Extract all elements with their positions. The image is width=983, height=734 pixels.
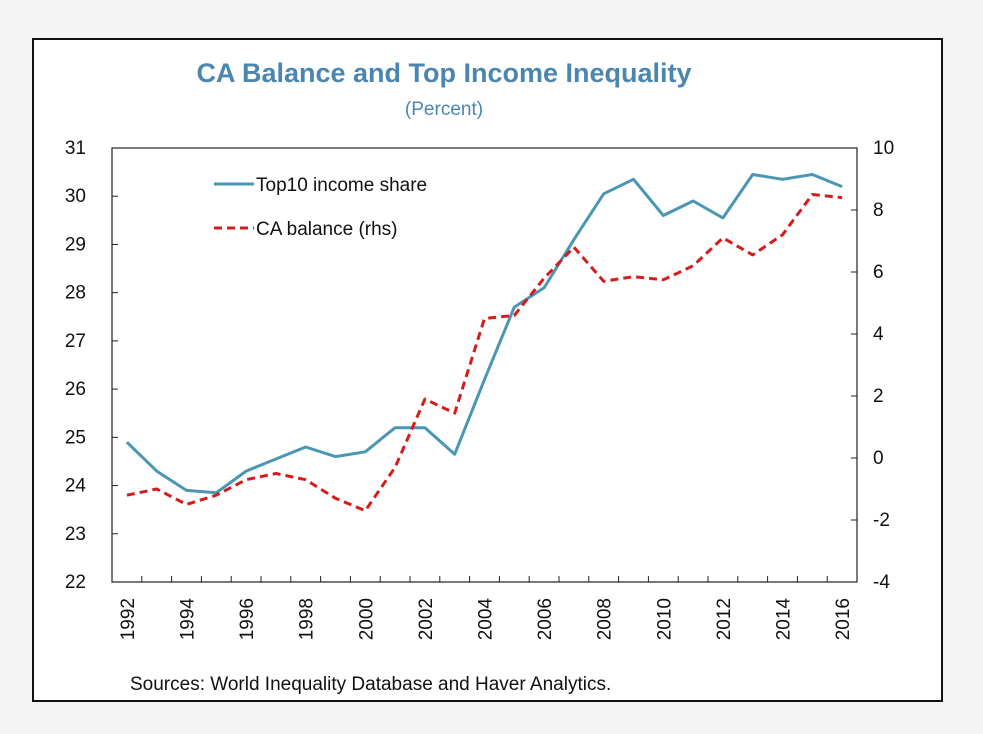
right-tick-label: 4 <box>873 324 884 345</box>
right-tick-label: -4 <box>873 572 890 593</box>
x-tick-label: 1998 <box>297 598 318 640</box>
x-tick-label: 1996 <box>237 598 258 640</box>
right-tick-label: 0 <box>873 448 884 469</box>
left-tick-label: 23 <box>65 524 86 545</box>
right-tick-label: -2 <box>873 510 890 531</box>
series-layer <box>125 173 843 513</box>
chart-canvas: CA Balance and Top Income Inequality (Pe… <box>65 58 894 695</box>
right-tick-label: 8 <box>873 200 884 221</box>
right-tick-label: 6 <box>873 262 884 283</box>
left-tick-label: 29 <box>65 234 86 255</box>
series-line-ca-balance <box>126 193 843 513</box>
x-tick-label: 2016 <box>833 598 854 640</box>
left-tick-label: 22 <box>65 572 86 593</box>
plot-area-border <box>111 147 858 583</box>
left-tick-label: 27 <box>65 331 86 352</box>
x-tick-label: 2012 <box>714 598 735 640</box>
x-axis-ticks: 1992 1994 1996 1998 2000 2002 2004 2006 2008 2010… <box>111 576 858 641</box>
left-tick-label: 28 <box>65 283 86 304</box>
right-tick-label: 2 <box>873 386 884 407</box>
chart-frame: CA Balance and Top Income Inequality (Pe… <box>32 38 943 702</box>
series-line-top10 <box>125 173 843 495</box>
x-tick-label: 1994 <box>178 598 199 641</box>
axes <box>111 147 858 583</box>
x-tick-label: 2006 <box>535 598 556 640</box>
x-tick-label: 2002 <box>416 598 437 640</box>
left-tick-label: 24 <box>65 476 87 497</box>
x-tick-label: 2010 <box>654 598 675 640</box>
left-y-axis-ticks: 22 23 24 25 26 27 28 29 30 31 <box>65 138 118 593</box>
left-tick-label: 30 <box>65 186 86 207</box>
source-note: Sources: World Inequality Database and H… <box>130 674 611 695</box>
right-tick-label: 10 <box>873 138 894 159</box>
x-tick-label: 1992 <box>118 598 139 640</box>
chart-subtitle: (Percent) <box>405 99 483 120</box>
x-tick-label: 2000 <box>356 598 377 640</box>
legend: Top10 income share CA balance (rhs) <box>214 175 427 240</box>
right-y-axis-ticks: -4 -2 0 2 4 6 8 10 <box>851 138 894 593</box>
left-tick-label: 25 <box>65 427 86 448</box>
x-tick-label: 2004 <box>476 598 497 641</box>
x-tick-label: 2014 <box>774 598 795 641</box>
legend-label-top10: Top10 income share <box>256 175 427 196</box>
chart-title: CA Balance and Top Income Inequality <box>196 58 691 88</box>
left-tick-label: 31 <box>65 138 86 159</box>
x-tick-label: 2008 <box>595 598 616 640</box>
legend-label-ca-balance: CA balance (rhs) <box>256 219 398 240</box>
left-tick-label: 26 <box>65 379 86 400</box>
